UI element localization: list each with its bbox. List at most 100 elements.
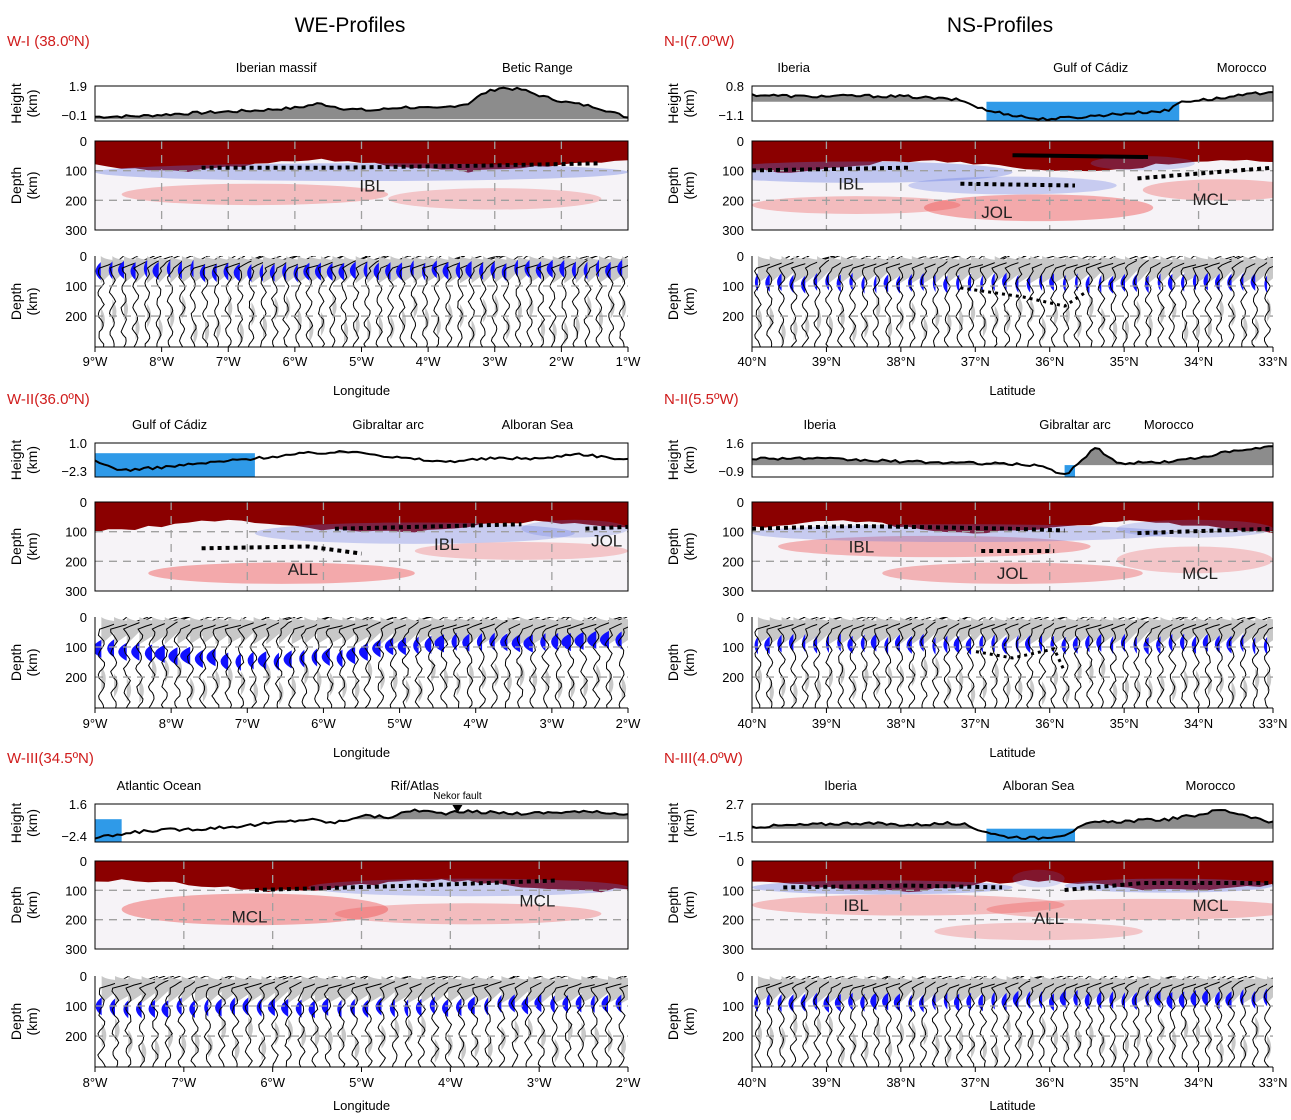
- trace-line: [483, 976, 517, 1067]
- trace-negative-fill: [152, 261, 159, 280]
- x-tick-label: 38°N: [886, 716, 915, 731]
- trace-positive-fill: [152, 658, 157, 683]
- trace-positive-fill: [1267, 256, 1273, 284]
- x-axis-label: Latitude: [989, 1098, 1035, 1113]
- trace-negative-fill: [321, 647, 330, 666]
- trace-positive-fill: [216, 316, 221, 341]
- trace-tick-label: 100: [722, 640, 744, 655]
- trace-line: [1121, 976, 1149, 1067]
- migration-image: [95, 861, 628, 949]
- trace-line: [300, 617, 332, 708]
- trace-negative-fill: [967, 273, 972, 292]
- interface-dotted-line: [585, 524, 628, 531]
- depth-axis-label-line: Depth: [665, 886, 681, 923]
- trace-line: [990, 976, 1025, 1067]
- trace-line: [825, 976, 858, 1067]
- trace-line: [754, 617, 791, 708]
- trace-line: [1050, 976, 1083, 1067]
- trace-negative-fill: [605, 261, 611, 280]
- trace-line: [211, 617, 247, 708]
- trace-line: [297, 976, 339, 1067]
- depth-axis-label-line: Depth: [8, 167, 24, 204]
- trace-line: [1085, 617, 1125, 708]
- trace-positive-fill: [828, 1014, 834, 1039]
- trace-line: [919, 976, 953, 1067]
- negative-anomaly: [752, 161, 1013, 183]
- trace-positive-fill: [474, 1034, 480, 1059]
- trace-negative-fill: [267, 998, 275, 1017]
- trace-line: [813, 256, 840, 347]
- depth-tick-label: 200: [722, 913, 744, 928]
- depth-tick-label: 200: [65, 554, 87, 569]
- region-label: Iberia: [803, 417, 836, 432]
- trace-line: [991, 256, 1027, 347]
- x-axis-label: Longitude: [333, 1098, 390, 1113]
- trace-negative-fill: [1225, 991, 1232, 1010]
- trace-negative-fill: [177, 261, 182, 280]
- trace-negative-fill: [836, 274, 841, 293]
- trace-negative-fill: [154, 644, 165, 663]
- image-frame: [94, 501, 629, 592]
- trace-line: [765, 976, 796, 1067]
- trace-line: [401, 617, 430, 708]
- layer-label: IBL: [359, 177, 385, 196]
- trace-positive-fill: [1184, 669, 1189, 694]
- trace-positive-fill: [900, 1021, 905, 1046]
- trace-depth-axis-label: Depth(km): [8, 644, 40, 681]
- trace-tick-label: 0: [80, 249, 87, 264]
- trace-positive-fill: [301, 1024, 307, 1049]
- trace-line: [1062, 617, 1094, 708]
- trace-positive-fill: [1065, 1027, 1070, 1052]
- x-tick-label: 1°W: [616, 354, 641, 369]
- trace-positive-fill: [608, 672, 614, 697]
- trace-line: [430, 976, 461, 1067]
- depth-tick-label: 300: [722, 584, 744, 599]
- trace-line: [150, 976, 181, 1067]
- trace-line: [164, 976, 198, 1067]
- trace-line: [131, 256, 162, 347]
- trace-interface-dotted: [975, 647, 1066, 673]
- trace-line: [576, 976, 624, 1067]
- trace-line: [1168, 617, 1198, 708]
- trace-line: [1227, 976, 1255, 1067]
- depth-tick-label: 100: [65, 164, 87, 179]
- trace-positive-fill: [947, 311, 952, 336]
- trace-line: [478, 617, 520, 708]
- layer-label: ALL: [1034, 909, 1064, 928]
- receiver-function-traces: [95, 256, 628, 347]
- positive-anomaly: [1142, 179, 1273, 201]
- trace-axis-label-line: (km): [24, 649, 40, 677]
- x-tick-label: 3°W: [540, 716, 565, 731]
- x-axis-label: Longitude: [333, 383, 390, 398]
- trace-line: [510, 976, 542, 1067]
- trace-line: [293, 256, 331, 347]
- image-frame: [94, 140, 629, 231]
- trace-line: [387, 256, 422, 347]
- trace-negative-fill: [118, 260, 124, 279]
- trace-line: [1180, 256, 1222, 347]
- trace-positive-fill: [994, 1041, 999, 1066]
- trace-line: [166, 256, 193, 347]
- trace-line: [1156, 976, 1193, 1067]
- trace-line: [185, 617, 224, 708]
- trace-positive-fill: [402, 308, 407, 333]
- trace-positive-fill: [1113, 1040, 1118, 1065]
- trace-line: [177, 976, 209, 1067]
- height-axis-label: Height(km): [665, 440, 697, 481]
- depth-axis-label: Depth(km): [8, 886, 40, 923]
- migration-image: [95, 502, 628, 591]
- region-label: Gibraltar arc: [352, 417, 424, 432]
- migration-image: [752, 141, 1273, 230]
- trace-line: [837, 976, 876, 1067]
- interface-solid-line: [1012, 153, 1149, 159]
- trace-depth-axis-label: Depth(km): [665, 644, 697, 681]
- depth-axis-label-line: (km): [24, 172, 40, 200]
- x-tick-label: 33°N: [1258, 354, 1287, 369]
- trace-negative-fill: [860, 993, 865, 1012]
- trace-negative-fill: [358, 643, 368, 662]
- trace-positive-fill: [959, 307, 964, 332]
- trace-line: [237, 256, 265, 347]
- trace-line: [1014, 617, 1049, 708]
- trace-negative-fill: [1166, 991, 1173, 1010]
